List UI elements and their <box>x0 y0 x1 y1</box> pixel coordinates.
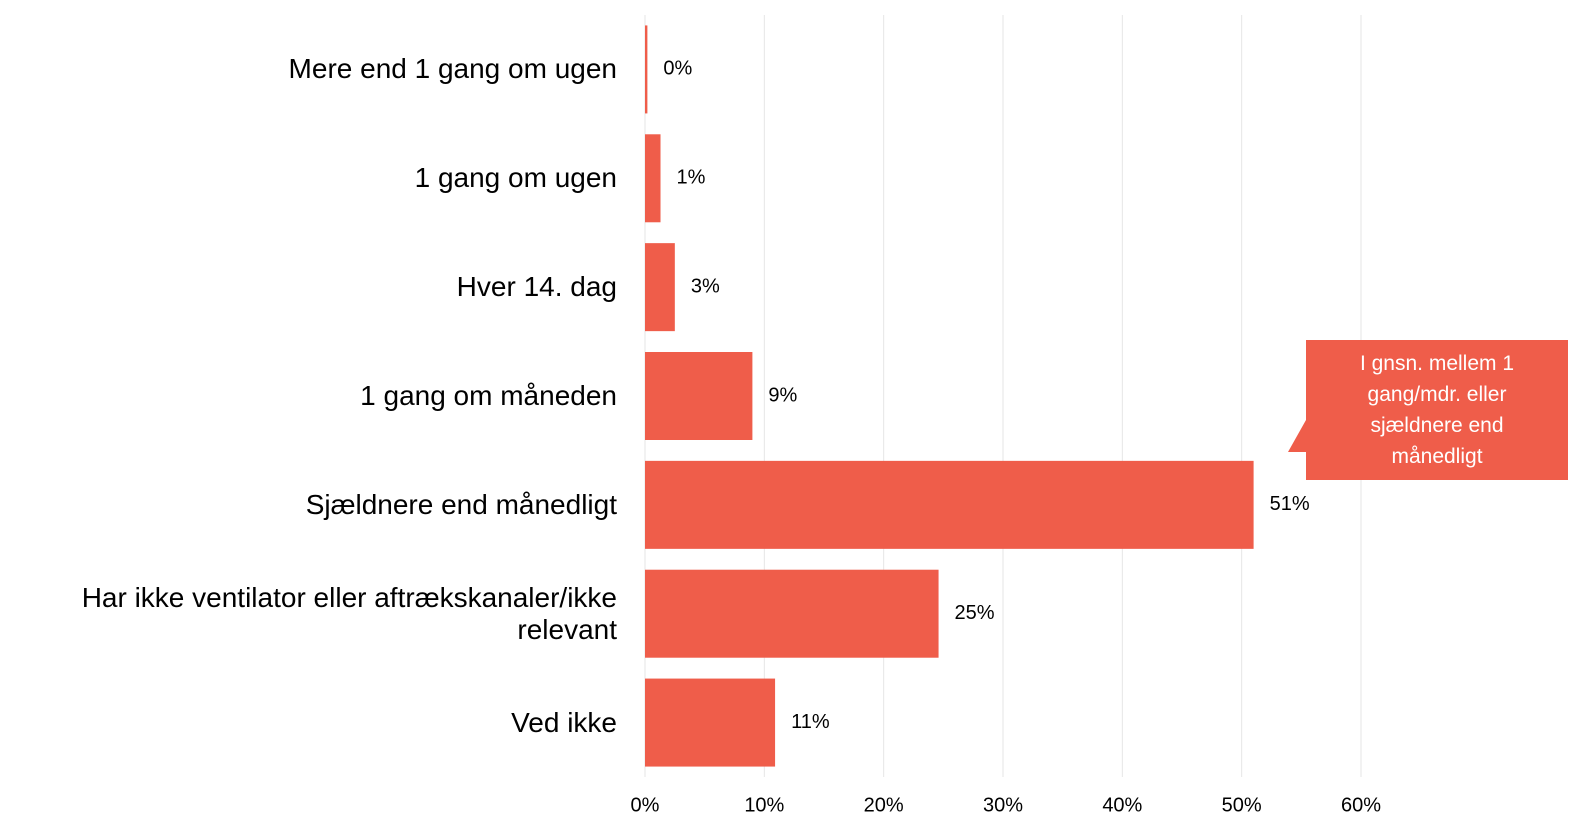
category-label: Mere end 1 gang om ugen <box>288 53 617 85</box>
x-tick-label: 0% <box>631 794 660 816</box>
callout-pointer <box>1288 420 1306 452</box>
value-label: 3% <box>691 275 720 297</box>
value-label: 51% <box>1270 493 1310 515</box>
category-label: 1 gang om ugen <box>414 162 617 194</box>
bar <box>645 460 1254 549</box>
annotation-line: månedligt <box>1391 445 1483 468</box>
category-label: 1 gang om måneden <box>360 380 617 411</box>
category-label: Hver 14. dag <box>456 271 617 303</box>
x-tick-label: 50% <box>1222 794 1262 816</box>
bar <box>645 678 776 767</box>
x-tick-label: 30% <box>983 794 1023 816</box>
bar <box>645 569 939 658</box>
value-label: 0% <box>663 58 692 80</box>
annotation-line: gang/mdr. eller <box>1367 383 1507 406</box>
bar <box>645 352 753 440</box>
bar <box>645 243 675 332</box>
value-label: 11% <box>791 711 830 733</box>
category-label: Har ikke ventilator eller aftrækskanaler… <box>81 581 617 645</box>
bar <box>645 134 661 223</box>
x-tick-label: 20% <box>864 794 904 816</box>
x-tick-label: 40% <box>1102 794 1142 816</box>
value-label: 1% <box>677 167 706 189</box>
annotation-line: I gnsn. mellem 1 <box>1359 352 1515 375</box>
category-label: Ved ikke <box>511 706 617 738</box>
category-label: Sjældnere end månedligt <box>305 488 617 520</box>
x-tick-label: 60% <box>1341 794 1381 816</box>
x-tick-label: 10% <box>744 794 784 816</box>
value-label: 25% <box>955 602 995 624</box>
annotation-line: sjældnere end <box>1370 414 1504 437</box>
callout: I gnsn. mellem 1 gang/mdr. eller sjældnere… <box>1306 340 1568 480</box>
value-label: 9% <box>768 384 797 406</box>
bar <box>645 25 648 114</box>
